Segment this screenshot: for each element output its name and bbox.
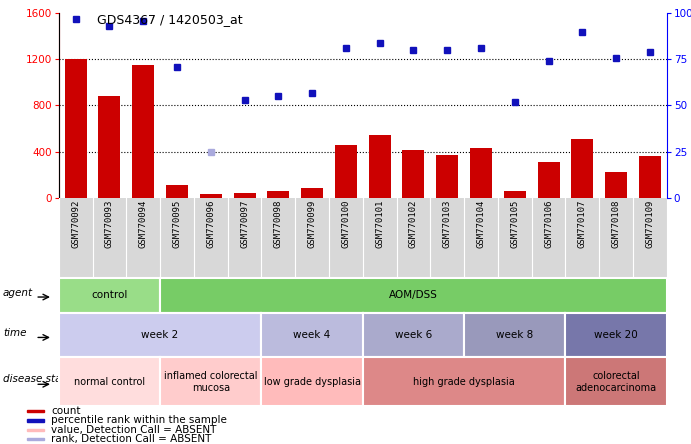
Text: GSM770098: GSM770098 (274, 200, 283, 248)
Bar (538, 162, 560, 198)
Text: GSM770097: GSM770097 (240, 200, 249, 248)
Text: disease state: disease state (3, 374, 72, 385)
Text: GSM770099: GSM770099 (307, 200, 316, 248)
Bar (470, 148, 492, 198)
Text: normal control: normal control (74, 377, 145, 387)
Text: GSM770100: GSM770100 (341, 200, 350, 248)
Text: colorectal
adenocarcinoma: colorectal adenocarcinoma (576, 371, 656, 392)
Text: GSM770096: GSM770096 (206, 200, 216, 248)
Bar (605, 172, 627, 198)
Bar (402, 151, 424, 198)
Bar (234, 193, 256, 198)
Bar (28, 438, 44, 440)
Text: GSM770094: GSM770094 (139, 200, 148, 248)
Text: GSM770104: GSM770104 (477, 200, 486, 248)
Text: GSM770092: GSM770092 (71, 200, 80, 248)
Text: GSM770108: GSM770108 (612, 200, 621, 248)
Text: week 6: week 6 (395, 330, 432, 340)
Bar (98, 96, 120, 198)
Text: week 8: week 8 (496, 330, 533, 340)
Text: time: time (3, 328, 26, 338)
Text: percentile rank within the sample: percentile rank within the sample (51, 416, 227, 425)
Bar (267, 190, 290, 198)
Bar (28, 419, 44, 422)
Bar (639, 156, 661, 198)
Bar (369, 135, 390, 198)
Text: week 4: week 4 (294, 330, 331, 340)
Bar (28, 410, 44, 412)
Bar (65, 59, 86, 198)
Bar (132, 65, 154, 198)
Bar (504, 190, 526, 198)
Bar (571, 139, 594, 198)
Text: GSM770103: GSM770103 (443, 200, 452, 248)
Bar (301, 188, 323, 198)
Text: GSM770095: GSM770095 (173, 200, 182, 248)
Text: inflamed colorectal
mucosa: inflamed colorectal mucosa (164, 371, 258, 392)
Bar (436, 155, 458, 198)
Text: low grade dysplasia: low grade dysplasia (263, 377, 361, 387)
Text: high grade dysplasia: high grade dysplasia (413, 377, 515, 387)
Bar (166, 185, 188, 198)
Bar (28, 428, 44, 431)
Text: value, Detection Call = ABSENT: value, Detection Call = ABSENT (51, 425, 216, 435)
Text: week 2: week 2 (142, 330, 179, 340)
Text: count: count (51, 406, 81, 416)
Text: GSM770106: GSM770106 (544, 200, 553, 248)
Text: control: control (91, 290, 128, 300)
Bar (335, 145, 357, 198)
Text: agent: agent (3, 289, 33, 298)
Text: GSM770101: GSM770101 (375, 200, 384, 248)
Text: rank, Detection Call = ABSENT: rank, Detection Call = ABSENT (51, 434, 211, 444)
Text: AOM/DSS: AOM/DSS (389, 290, 438, 300)
Text: GSM770107: GSM770107 (578, 200, 587, 248)
Text: GDS4367 / 1420503_at: GDS4367 / 1420503_at (97, 13, 243, 26)
Text: GSM770093: GSM770093 (105, 200, 114, 248)
Text: GSM770109: GSM770109 (645, 200, 654, 248)
Text: GSM770105: GSM770105 (510, 200, 520, 248)
Text: GSM770102: GSM770102 (409, 200, 418, 248)
Bar (200, 194, 222, 198)
Text: week 20: week 20 (594, 330, 638, 340)
